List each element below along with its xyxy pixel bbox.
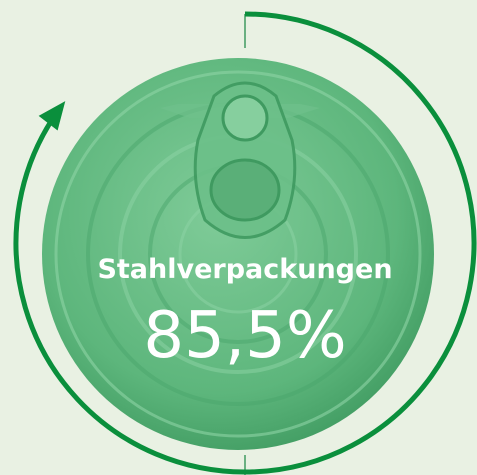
page: Stahlverpackungen 85,5% (() => { const d…: [0, 0, 477, 475]
chart-title: Stahlverpackungen: [97, 254, 392, 285]
value-label: 85,5%: [143, 299, 346, 373]
chart: Stahlverpackungen 85,5%: [0, 0, 477, 475]
